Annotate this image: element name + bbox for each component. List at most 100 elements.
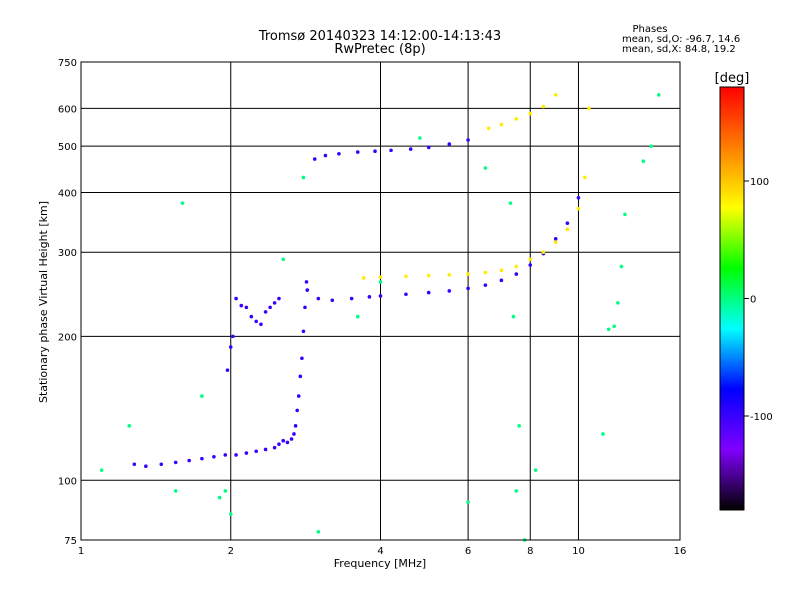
y-tick-label: 400 xyxy=(58,188,77,199)
data-point xyxy=(514,264,519,269)
data-point xyxy=(587,106,591,111)
y-tick-label: 100 xyxy=(58,476,77,487)
data-point xyxy=(565,227,570,232)
data-point xyxy=(285,440,290,445)
data-point xyxy=(223,489,228,493)
data-point xyxy=(200,394,204,398)
y-tick-label: 750 xyxy=(58,58,77,69)
data-point xyxy=(180,201,185,205)
data-point xyxy=(528,257,533,262)
data-point xyxy=(404,274,408,279)
data-point xyxy=(259,322,263,327)
colorbar-tick-label: 0 xyxy=(750,295,756,306)
data-point xyxy=(426,290,431,295)
data-point xyxy=(514,117,519,121)
colorbar-tick-label: -100 xyxy=(750,412,773,423)
data-point xyxy=(223,453,228,457)
data-point xyxy=(316,530,321,534)
x-axis-label: Frequency [MHz] xyxy=(334,557,426,570)
data-point xyxy=(499,278,504,283)
phase-box-title: Phases xyxy=(632,24,667,35)
data-point xyxy=(305,288,310,292)
data-point xyxy=(254,449,258,454)
data-point xyxy=(378,294,383,298)
data-point xyxy=(541,250,546,255)
data-point xyxy=(483,283,488,287)
data-point xyxy=(641,159,646,164)
data-point xyxy=(583,175,587,180)
data-point xyxy=(576,195,581,200)
data-points xyxy=(99,93,661,542)
data-point xyxy=(300,356,304,361)
data-point xyxy=(514,272,519,276)
y-tick-label: 300 xyxy=(58,248,77,259)
data-point xyxy=(378,280,383,284)
data-point xyxy=(447,289,452,293)
x-tick-label: 2 xyxy=(228,546,234,557)
data-point xyxy=(127,424,132,428)
data-point xyxy=(361,276,366,280)
data-point xyxy=(304,280,309,284)
x-tick-label: 4 xyxy=(377,546,383,557)
y-tick-label: 500 xyxy=(58,142,77,153)
x-tick-label: 10 xyxy=(572,546,585,557)
data-point xyxy=(447,273,452,277)
data-point xyxy=(337,151,341,156)
data-point xyxy=(263,310,268,314)
data-point xyxy=(281,438,286,443)
x-axis-ticks: 1 2 4 6 8 10 16 xyxy=(78,546,687,557)
data-point xyxy=(541,104,546,109)
data-point xyxy=(99,468,104,472)
data-point xyxy=(514,489,519,493)
data-point xyxy=(212,454,216,459)
data-point xyxy=(466,272,470,276)
colorbar-ticks: 100 0 -100 xyxy=(744,177,773,423)
data-point xyxy=(272,301,277,305)
data-point xyxy=(244,451,249,455)
grid xyxy=(81,62,680,540)
data-point xyxy=(553,93,558,97)
data-point xyxy=(254,319,258,324)
data-point xyxy=(234,453,238,457)
x-tick-label: 6 xyxy=(465,546,471,557)
data-point xyxy=(217,495,222,500)
data-point xyxy=(619,264,624,269)
colorbar-label: [deg] xyxy=(715,71,750,86)
data-point xyxy=(355,314,360,319)
data-point xyxy=(616,301,620,305)
phase-box-line-o: mean, sd,O: -96.7, 14.6 xyxy=(622,34,740,45)
data-point xyxy=(292,432,296,436)
data-point xyxy=(225,368,230,372)
data-point xyxy=(289,437,294,441)
data-point xyxy=(404,292,408,297)
data-point xyxy=(601,432,605,436)
data-point xyxy=(483,166,488,170)
data-point xyxy=(447,142,452,146)
data-point xyxy=(301,329,306,334)
data-point xyxy=(565,221,570,226)
data-point xyxy=(293,424,298,428)
data-point xyxy=(649,144,653,148)
data-point xyxy=(244,305,249,310)
data-point xyxy=(508,201,513,205)
data-point xyxy=(612,324,617,329)
data-point xyxy=(316,296,321,301)
data-point xyxy=(408,147,413,151)
y-tick-label: 200 xyxy=(58,332,77,343)
data-point xyxy=(656,93,661,97)
data-point xyxy=(132,462,137,467)
data-point xyxy=(298,374,303,379)
data-point xyxy=(330,298,335,303)
data-point xyxy=(553,240,558,244)
data-point xyxy=(486,126,491,131)
data-point xyxy=(623,212,627,217)
y-axis-ticks: 75 100 200 300 400 500 600 750 xyxy=(58,58,77,547)
data-point xyxy=(466,286,470,291)
data-point xyxy=(373,149,377,154)
data-point xyxy=(466,500,470,504)
x-tick-label: 16 xyxy=(674,546,687,557)
data-point xyxy=(517,424,521,428)
y-tick-label: 75 xyxy=(64,536,77,547)
y-tick-label: 600 xyxy=(58,104,77,115)
